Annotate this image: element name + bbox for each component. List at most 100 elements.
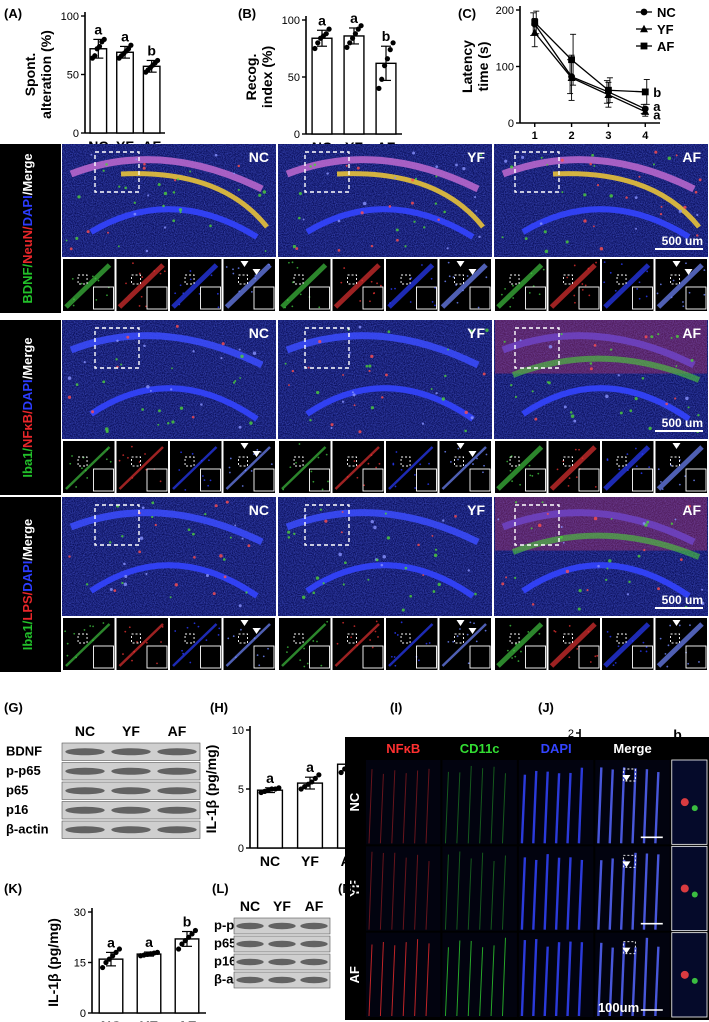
x-tick-label: 3 bbox=[605, 130, 611, 142]
speckle bbox=[464, 410, 468, 415]
inset-box bbox=[416, 468, 437, 492]
blot-band bbox=[268, 976, 296, 984]
speckle bbox=[214, 153, 218, 157]
inset-box bbox=[146, 645, 168, 669]
speckle bbox=[174, 583, 178, 587]
blot-band bbox=[65, 826, 105, 834]
tile bbox=[366, 846, 441, 931]
speckle bbox=[75, 236, 79, 240]
speckle bbox=[225, 266, 228, 268]
thumbnail-signal bbox=[118, 623, 164, 667]
data-point bbox=[179, 941, 185, 947]
speckle bbox=[456, 301, 459, 304]
speckle bbox=[390, 288, 393, 290]
speckle bbox=[645, 646, 648, 648]
speckle bbox=[587, 630, 590, 633]
scale-bar-label: 100um bbox=[598, 1000, 639, 1015]
villus-signal bbox=[642, 769, 649, 844]
speckle bbox=[102, 622, 105, 624]
speckle bbox=[123, 562, 126, 566]
speckle bbox=[404, 566, 408, 570]
speckle bbox=[688, 504, 691, 508]
category-label: NC bbox=[101, 1018, 121, 1022]
data-point bbox=[106, 956, 112, 962]
speckle bbox=[375, 558, 379, 562]
speckle bbox=[108, 541, 112, 544]
speckle bbox=[153, 270, 156, 272]
speckle bbox=[233, 172, 236, 175]
speckle bbox=[542, 268, 545, 271]
speckle bbox=[574, 301, 576, 304]
speckle bbox=[678, 624, 681, 627]
speckle bbox=[504, 159, 508, 163]
speckle bbox=[443, 210, 446, 214]
speckle bbox=[573, 294, 576, 297]
speckle bbox=[701, 588, 704, 591]
speckle bbox=[149, 389, 152, 392]
speckle bbox=[394, 287, 396, 290]
speckle bbox=[427, 483, 430, 486]
speckle bbox=[417, 659, 420, 662]
speckle bbox=[189, 270, 192, 272]
roi-box-small bbox=[454, 456, 464, 467]
speckle bbox=[178, 303, 181, 306]
thumbnail-signal bbox=[225, 623, 271, 667]
roi-box-small bbox=[184, 274, 195, 285]
speckle bbox=[172, 219, 176, 223]
inset-box bbox=[469, 286, 491, 310]
speckle bbox=[599, 247, 604, 251]
speckle bbox=[312, 640, 315, 642]
bar-NC bbox=[89, 48, 108, 134]
speckle bbox=[365, 364, 369, 368]
speckle bbox=[595, 261, 597, 264]
speckle bbox=[225, 500, 229, 504]
speckle bbox=[287, 536, 291, 539]
y-tick-label: 15 bbox=[74, 958, 86, 970]
inflammation-signal bbox=[495, 320, 707, 374]
speckle bbox=[563, 405, 567, 409]
speckle bbox=[435, 175, 438, 178]
speckle bbox=[229, 457, 232, 460]
thumbnail-signal bbox=[496, 622, 544, 668]
speckle bbox=[267, 647, 269, 650]
arrowhead-icon bbox=[456, 620, 465, 626]
speckle bbox=[270, 463, 273, 466]
speckle bbox=[340, 531, 343, 534]
speckle bbox=[205, 639, 208, 642]
speckle bbox=[67, 395, 72, 399]
speckle bbox=[356, 644, 359, 647]
speckle bbox=[546, 163, 549, 166]
thumbnail-signal bbox=[440, 263, 488, 309]
speckle bbox=[467, 662, 470, 665]
data-point bbox=[344, 44, 350, 50]
speckle bbox=[509, 624, 512, 627]
data-point bbox=[113, 949, 119, 956]
speckle bbox=[159, 272, 162, 275]
speckle bbox=[670, 336, 673, 339]
speckle bbox=[430, 388, 433, 390]
significance-letter: a bbox=[350, 10, 358, 26]
significance-letter: a bbox=[653, 108, 661, 123]
speckle bbox=[375, 620, 378, 623]
speckle bbox=[594, 485, 597, 488]
speckle bbox=[434, 304, 436, 307]
speckle bbox=[367, 578, 370, 581]
speckle bbox=[441, 397, 446, 401]
roi-box-small bbox=[293, 274, 304, 285]
tissue-layer bbox=[120, 171, 269, 229]
blot-band bbox=[111, 806, 151, 814]
tissue-layer bbox=[69, 332, 264, 369]
group-label: NC bbox=[249, 149, 269, 165]
tissue-layer bbox=[521, 206, 691, 240]
speckle bbox=[172, 191, 176, 194]
micrograph-panel-D: BDNF/NeuN/DAPI/Merge NC YF AF 500 um bbox=[0, 144, 708, 313]
speckle bbox=[73, 632, 76, 635]
villus-signal bbox=[402, 773, 407, 844]
speckle bbox=[664, 652, 667, 655]
arrowhead-icon bbox=[622, 947, 631, 954]
speckle bbox=[606, 458, 609, 461]
group-label: AF bbox=[682, 149, 701, 165]
speckle bbox=[689, 624, 691, 627]
speckle bbox=[109, 460, 112, 463]
speckle bbox=[670, 296, 673, 299]
